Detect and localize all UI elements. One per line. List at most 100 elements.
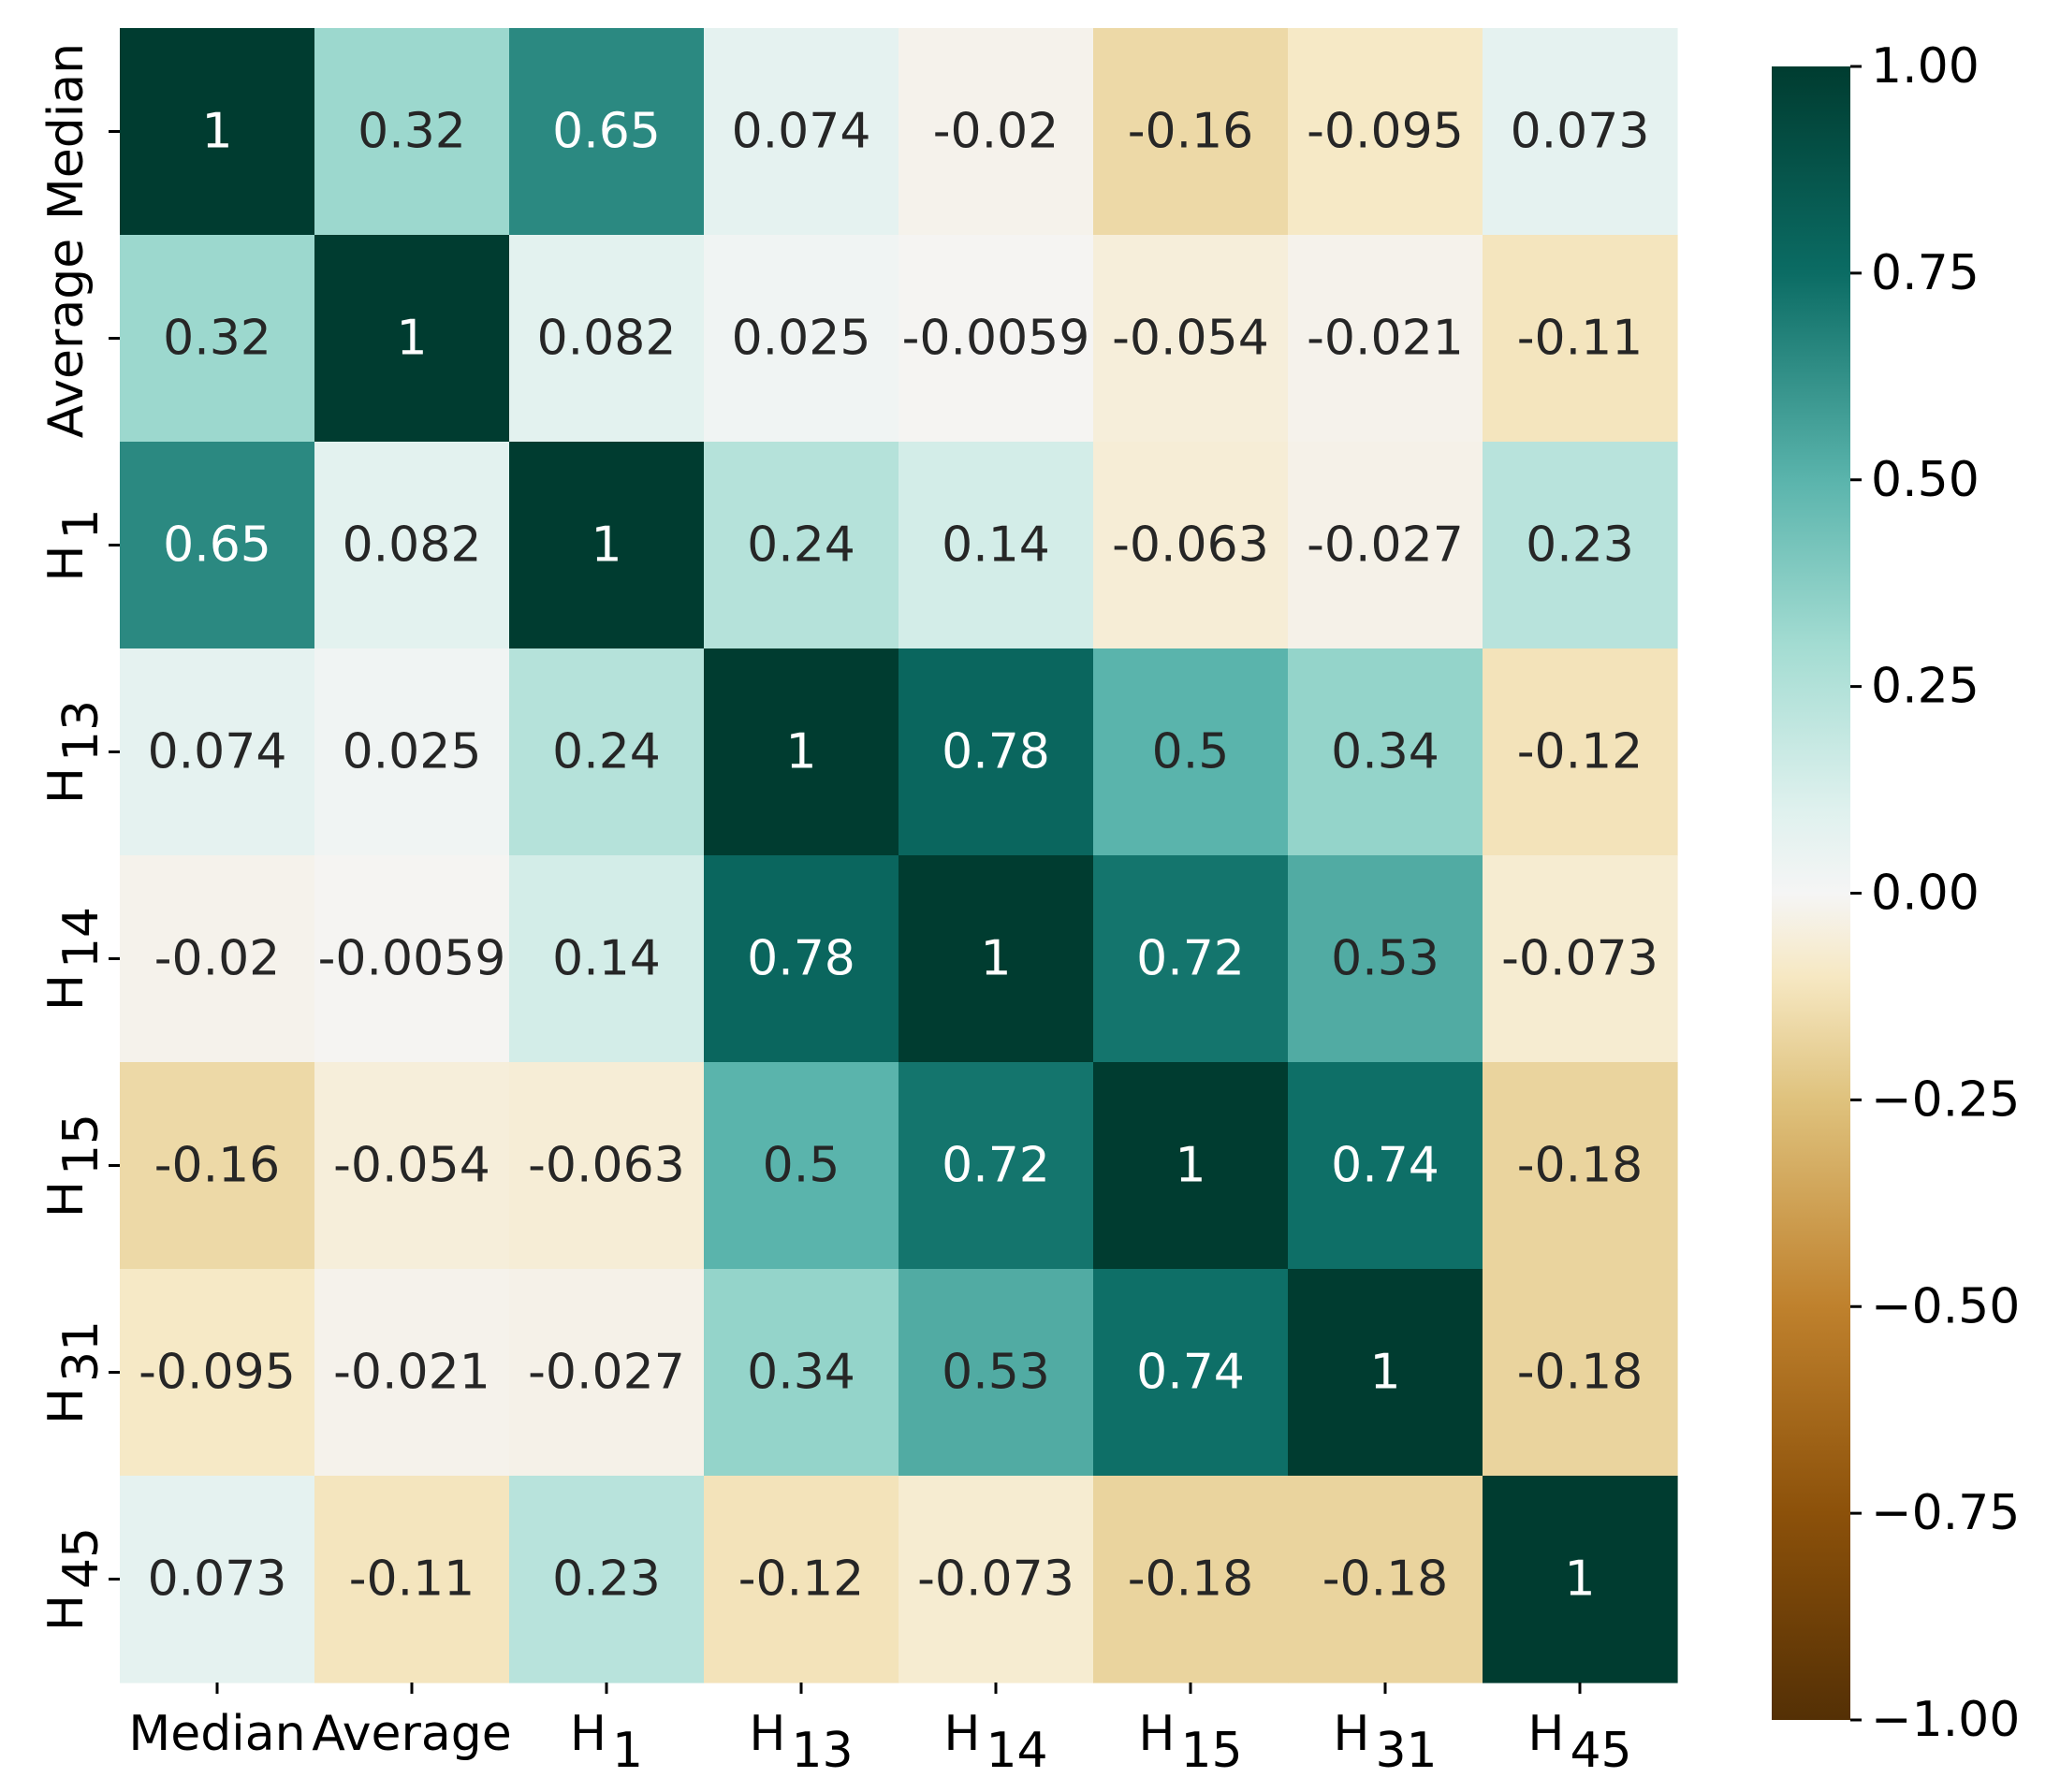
heatmap-cell-h-15-h-15	[1093, 1062, 1289, 1270]
heatmap-cell-median-h-13	[704, 28, 899, 236]
colorbar: 1.00 0.75 0.50 0.25 0.00 −0.25 −0.50 −0.75 −1.00	[1772, 38, 2020, 1748]
x-tick-label-h-15: H 15	[1138, 1706, 1242, 1779]
heatmap-cell-average-h-45	[1483, 235, 1678, 443]
cell-annotation: 0.53	[1331, 931, 1439, 987]
cell-annotation: -0.027	[1307, 517, 1464, 574]
heatmap-cell-average-h-31	[1288, 235, 1483, 443]
cell-annotation: 1	[591, 517, 621, 574]
cell-annotation: 0.14	[942, 517, 1050, 574]
heatmap-cell-h-1-h-1	[509, 442, 705, 649]
cell-annotation: -0.095	[139, 1345, 296, 1401]
heatmap-cell-h-31-h-1	[509, 1269, 705, 1477]
heatmap-cell-h-14-h-31	[1288, 855, 1483, 1063]
heatmap-cell-median-h-1	[509, 28, 705, 236]
cell-annotation: -0.11	[1517, 311, 1644, 367]
y-axis: Median Average H1 H13 H14 H15 H31 H45	[38, 43, 120, 1631]
heatmap-cell-h-15-h-13	[704, 1062, 899, 1270]
cell-annotation: -0.0059	[902, 311, 1090, 367]
heatmap-cell-h-14-median	[120, 855, 315, 1063]
heatmap-annotations: 1 0.32 0.65 0.074 -0.02 -0.16 -0.095 0.073 0.32 1…	[139, 104, 1658, 1608]
heatmap-cell-h-1-h-31	[1288, 442, 1483, 649]
colorbar-gradient	[1772, 66, 1850, 1720]
heatmap-cell-h-45-h-45	[1483, 1476, 1678, 1683]
cell-annotation: -0.02	[933, 104, 1059, 160]
heatmap-cell-h-1-median	[120, 442, 315, 649]
heatmap-cell-average-h-14	[899, 235, 1094, 443]
heatmap-cell-average-median	[120, 235, 315, 443]
cell-annotation: 0.74	[1331, 1138, 1439, 1194]
heatmap-cell-average-h-1	[509, 235, 705, 443]
cell-annotation: 0.53	[942, 1345, 1050, 1401]
x-tick-label-h-45: H 45	[1527, 1706, 1631, 1779]
heatmap-cell-h-14-h-45	[1483, 855, 1678, 1063]
cell-annotation: -0.18	[1322, 1552, 1449, 1608]
heatmap-cell-h-31-average	[314, 1269, 510, 1477]
heatmap-cell-h-31-h-15	[1093, 1269, 1289, 1477]
cell-annotation: 1	[1369, 1345, 1400, 1401]
cell-annotation: 0.78	[747, 931, 855, 987]
cell-annotation: -0.073	[917, 1552, 1074, 1608]
heatmap-cell-h-14-average	[314, 855, 510, 1063]
cell-annotation: -0.0059	[318, 931, 506, 987]
cell-annotation: -0.12	[1517, 724, 1644, 780]
y-tick-label-h-14: H14	[38, 907, 110, 1011]
cell-annotation: -0.16	[154, 1138, 281, 1194]
cell-annotation: -0.095	[1307, 104, 1464, 160]
heatmap-cell-h-13-h-13	[704, 648, 899, 856]
heatmap-cell-h-45-average	[314, 1476, 510, 1683]
y-tick-label-average: Average	[38, 239, 95, 439]
cell-annotation: 0.025	[343, 724, 482, 780]
heatmap-cell-h-31-h-14	[899, 1269, 1094, 1477]
x-tick-label-average: Average	[312, 1706, 512, 1762]
cell-annotation: -0.11	[349, 1552, 475, 1608]
heatmap-cell-median-h-14	[899, 28, 1094, 236]
colorbar-tick-label: −0.25	[1871, 1071, 2020, 1128]
heatmap-cell-h-45-h-15	[1093, 1476, 1289, 1683]
heatmap-cell-h-45-median	[120, 1476, 315, 1683]
cell-annotation: 0.34	[1331, 724, 1439, 780]
heatmap-cell-h-14-h-14	[899, 855, 1094, 1063]
cell-annotation: 1	[201, 104, 232, 160]
cell-annotation: -0.12	[738, 1552, 865, 1608]
cell-annotation: -0.027	[528, 1345, 685, 1401]
cell-annotation: -0.16	[1128, 104, 1254, 160]
heatmap-cell-h-15-average	[314, 1062, 510, 1270]
cell-annotation: -0.054	[1112, 311, 1269, 367]
cell-annotation: 0.74	[1136, 1345, 1245, 1401]
heatmap-cell-median-h-15	[1093, 28, 1289, 236]
cell-annotation: 0.24	[747, 517, 855, 574]
heatmap-cell-h-13-median	[120, 648, 315, 856]
heatmap-cell-h-13-h-14	[899, 648, 1094, 856]
x-axis: Median Average H 1 H 13 H 14 H 15 H 31 H 45	[128, 1683, 1632, 1779]
x-tick-label-h-31: H 31	[1333, 1706, 1437, 1779]
heatmap-cell-h-1-h-45	[1483, 442, 1678, 649]
cell-annotation: -0.02	[154, 931, 281, 987]
heatmap-cell-h-13-h-45	[1483, 648, 1678, 856]
cell-annotation: 1	[1175, 1138, 1205, 1194]
colorbar-tick-label: −1.00	[1871, 1692, 2020, 1748]
heatmap-cell-h-31-h-13	[704, 1269, 899, 1477]
heatmap-cell-h-31-median	[120, 1269, 315, 1477]
heatmap-cells	[120, 28, 1678, 1683]
heatmap-cell-average-h-15	[1093, 235, 1289, 443]
colorbar-tick-label: −0.75	[1871, 1485, 2020, 1541]
y-tick-label-median: Median	[38, 43, 95, 220]
cell-annotation: -0.18	[1128, 1552, 1254, 1608]
cell-annotation: 1	[785, 724, 816, 780]
heatmap-cell-h-45-h-13	[704, 1476, 899, 1683]
heatmap-cell-h-13-h-1	[509, 648, 705, 856]
cell-annotation: 0.025	[732, 311, 871, 367]
cell-annotation: -0.18	[1517, 1138, 1644, 1194]
heatmap-cell-h-1-h-14	[899, 442, 1094, 649]
heatmap-cell-h-14-h-15	[1093, 855, 1289, 1063]
heatmap-cell-median-h-45	[1483, 28, 1678, 236]
cell-annotation: 0.72	[1136, 931, 1245, 987]
heatmap-cell-h-31-h-31	[1288, 1269, 1483, 1477]
cell-annotation: 0.082	[343, 517, 482, 574]
cell-annotation: -0.073	[1501, 931, 1658, 987]
heatmap-cell-h-1-h-15	[1093, 442, 1289, 649]
colorbar-tick-label: 0.50	[1871, 452, 1980, 508]
cell-annotation: 0.5	[1152, 724, 1230, 780]
heatmap-cell-h-31-h-45	[1483, 1269, 1678, 1477]
